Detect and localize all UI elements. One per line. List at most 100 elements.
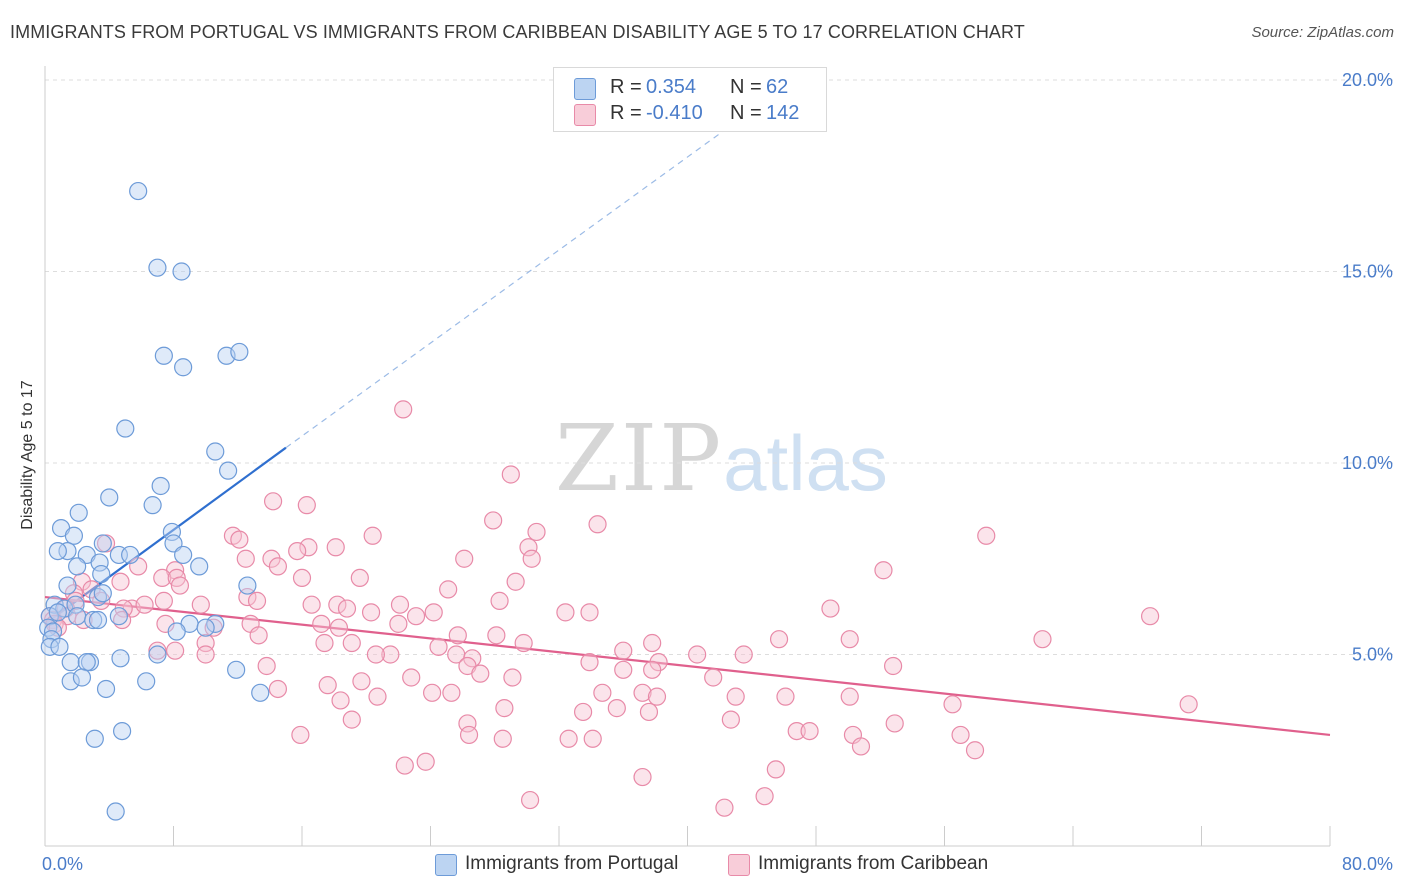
caribbean-point	[352, 672, 371, 691]
y-tick-label: 15.0%	[1342, 262, 1393, 282]
caribbean-point	[406, 607, 426, 626]
portugal-point	[196, 618, 215, 637]
portugal-point	[68, 557, 87, 576]
portugal-point	[190, 557, 209, 576]
caribbean-point	[291, 725, 310, 745]
portugal-point	[48, 541, 67, 561]
caribbean-point	[297, 496, 316, 515]
caribbean-point	[520, 790, 540, 810]
legend-label-portugal: Immigrants from Portugal	[465, 853, 679, 874]
caribbean-point	[368, 687, 387, 706]
portugal-point	[93, 584, 112, 603]
portugal-point	[106, 802, 125, 821]
portugal-point	[92, 564, 111, 584]
portugal-point	[172, 262, 191, 281]
caribbean-point	[573, 702, 593, 722]
portugal-point	[96, 679, 116, 699]
caribbean-point	[329, 618, 349, 637]
chart-title: IMMIGRANTS FROM PORTUGAL VS IMMIGRANTS F…	[10, 22, 1025, 42]
caribbean-point	[840, 630, 859, 649]
caribbean-point	[588, 515, 607, 534]
caribbean-point	[851, 737, 871, 756]
caribbean-point	[643, 660, 662, 679]
caribbean-point	[503, 668, 522, 687]
portugal-point	[50, 637, 69, 656]
legend-r-value: 0.354	[646, 76, 697, 98]
portugal-point	[40, 637, 59, 656]
correlation-legend: R = 0.354 N = 62 R = -0.410 N = 142	[553, 67, 827, 132]
caribbean-point	[442, 683, 461, 702]
caribbean-point	[249, 626, 268, 645]
portugal-point	[151, 476, 170, 496]
portugal-point	[85, 729, 104, 748]
caribbean-points	[40, 400, 1198, 817]
caribbean-point	[633, 767, 652, 787]
caribbean-point	[268, 557, 288, 576]
caribbean-point	[614, 641, 633, 660]
portugal-point	[58, 576, 77, 595]
caribbean-point	[776, 687, 795, 706]
portugal-point	[64, 526, 84, 545]
portugal-point	[58, 541, 77, 561]
caribbean-point	[135, 595, 154, 614]
caribbean-point	[328, 595, 347, 614]
legend-n-value: 142	[766, 102, 800, 124]
caribbean-point	[154, 591, 173, 610]
portugal-point	[121, 545, 140, 565]
caribbean-point	[448, 626, 467, 645]
caribbean-point	[236, 549, 255, 568]
caribbean-point	[501, 465, 520, 484]
legend-n-label: N =	[730, 102, 762, 124]
caribbean-point	[726, 687, 745, 706]
source-label: Source: ZipAtlas.com	[1251, 24, 1394, 41]
portugal-point	[143, 496, 162, 515]
tick-labels: 5.0% 10.0% 15.0% 20.0% 0.0% 80.0%	[42, 70, 1393, 874]
caribbean-point	[840, 687, 859, 706]
axes	[44, 66, 1331, 847]
caribbean-point	[721, 710, 740, 729]
y-tick-label: 10.0%	[1342, 453, 1393, 473]
portugal-point	[206, 442, 225, 461]
x-tick-label: 0.0%	[42, 854, 83, 874]
legend-r-label: R =	[610, 76, 642, 98]
portugal-point	[48, 603, 67, 622]
caribbean-point	[458, 714, 477, 733]
portugal-point	[174, 545, 193, 565]
caribbean-point	[424, 603, 443, 622]
caribbean-point	[639, 702, 659, 722]
caribbean-point	[342, 633, 361, 653]
caribbean-point	[614, 660, 633, 679]
portugal-point	[174, 358, 193, 377]
portugal-point	[219, 461, 238, 480]
caribbean-point	[299, 538, 318, 557]
portugal-point	[66, 595, 85, 614]
caribbean-point	[607, 699, 626, 718]
portugal-point	[148, 645, 167, 664]
portugal-point	[84, 610, 103, 630]
watermark-zip: ZIP	[555, 405, 724, 512]
caribbean-point	[487, 626, 506, 645]
caribbean-point	[471, 664, 490, 683]
caribbean-point	[230, 530, 249, 549]
portugal-point	[43, 622, 63, 641]
caribbean-point	[787, 721, 806, 741]
caribbean-point	[459, 725, 479, 745]
caribbean-point	[111, 572, 130, 591]
caribbean-point	[951, 725, 970, 745]
caribbean-point	[493, 729, 512, 748]
x-tick-label: 80.0%	[1342, 854, 1393, 874]
watermark: ZIPatlas	[555, 405, 888, 512]
caribbean-point	[583, 729, 602, 748]
caribbean-point	[495, 699, 514, 718]
caribbean-point	[390, 595, 410, 614]
caribbean-point	[1140, 607, 1160, 626]
caribbean-point	[439, 580, 458, 599]
caribbean-point	[943, 695, 962, 714]
trend-lines	[44, 121, 1331, 737]
caribbean-point	[350, 568, 369, 588]
caribbean-point	[559, 729, 578, 748]
caribbean-point	[643, 633, 662, 653]
portugal-point	[112, 721, 132, 741]
portugal-point	[72, 668, 92, 687]
portugal-point	[162, 522, 181, 542]
